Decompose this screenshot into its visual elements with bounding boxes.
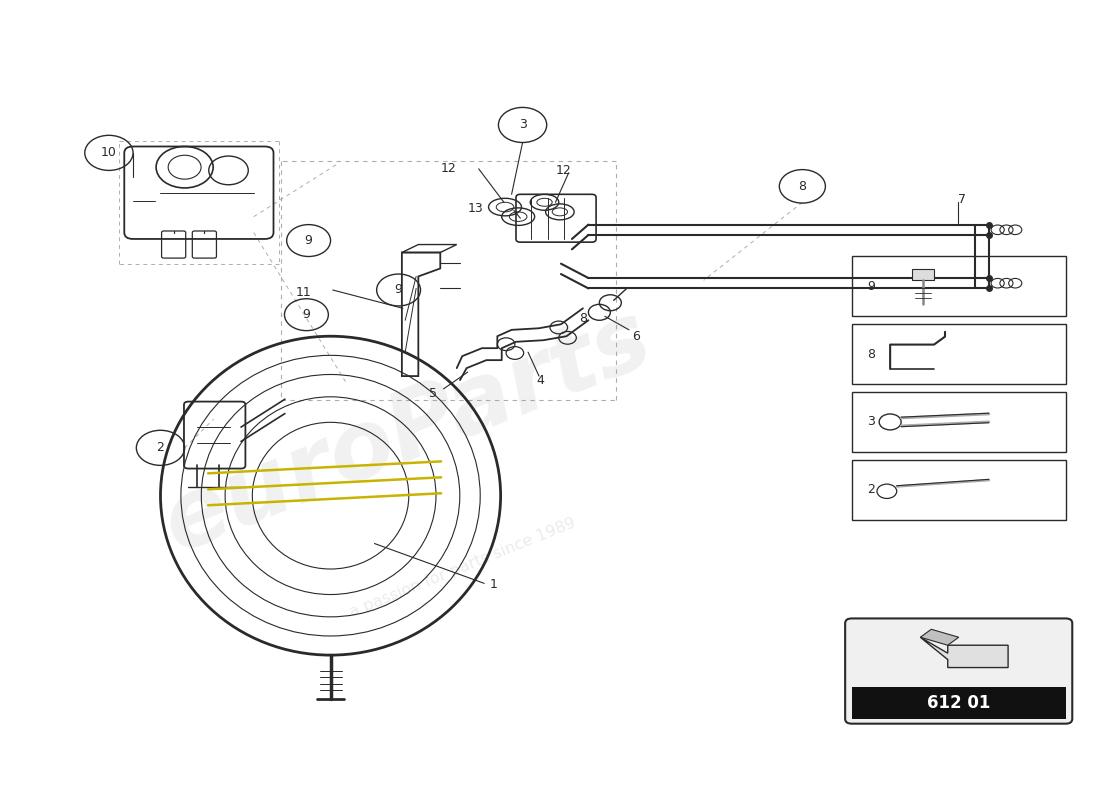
Text: 8: 8 — [867, 348, 876, 361]
Polygon shape — [921, 630, 959, 646]
Bar — [912, 269, 934, 280]
Text: a passion for parts since 1989: a passion for parts since 1989 — [346, 515, 578, 620]
Text: 8: 8 — [580, 312, 587, 325]
Text: 9: 9 — [395, 283, 403, 297]
Text: 11: 11 — [296, 286, 311, 299]
Text: 4: 4 — [537, 374, 544, 386]
Bar — [851, 392, 1066, 452]
Text: 2: 2 — [156, 442, 164, 454]
Text: 3: 3 — [867, 415, 875, 429]
Text: 13: 13 — [468, 202, 484, 215]
Text: 2: 2 — [867, 483, 875, 496]
Text: 7: 7 — [958, 193, 966, 206]
Text: 3: 3 — [518, 118, 527, 131]
Text: 12: 12 — [556, 164, 571, 177]
Bar — [851, 460, 1066, 519]
Text: 9: 9 — [867, 280, 875, 293]
Text: 9: 9 — [305, 234, 312, 247]
Bar — [851, 257, 1066, 316]
Bar — [851, 687, 1066, 719]
Text: 10: 10 — [101, 146, 117, 159]
FancyBboxPatch shape — [845, 618, 1072, 724]
Text: 612 01: 612 01 — [927, 694, 990, 712]
Bar — [851, 324, 1066, 384]
Text: euroParts: euroParts — [150, 292, 664, 571]
Text: 5: 5 — [429, 387, 438, 400]
Text: 9: 9 — [302, 308, 310, 321]
Text: 8: 8 — [799, 180, 806, 193]
Text: 6: 6 — [632, 330, 640, 342]
Text: 12: 12 — [440, 162, 456, 175]
Text: 1: 1 — [490, 578, 497, 591]
Polygon shape — [921, 638, 1008, 667]
